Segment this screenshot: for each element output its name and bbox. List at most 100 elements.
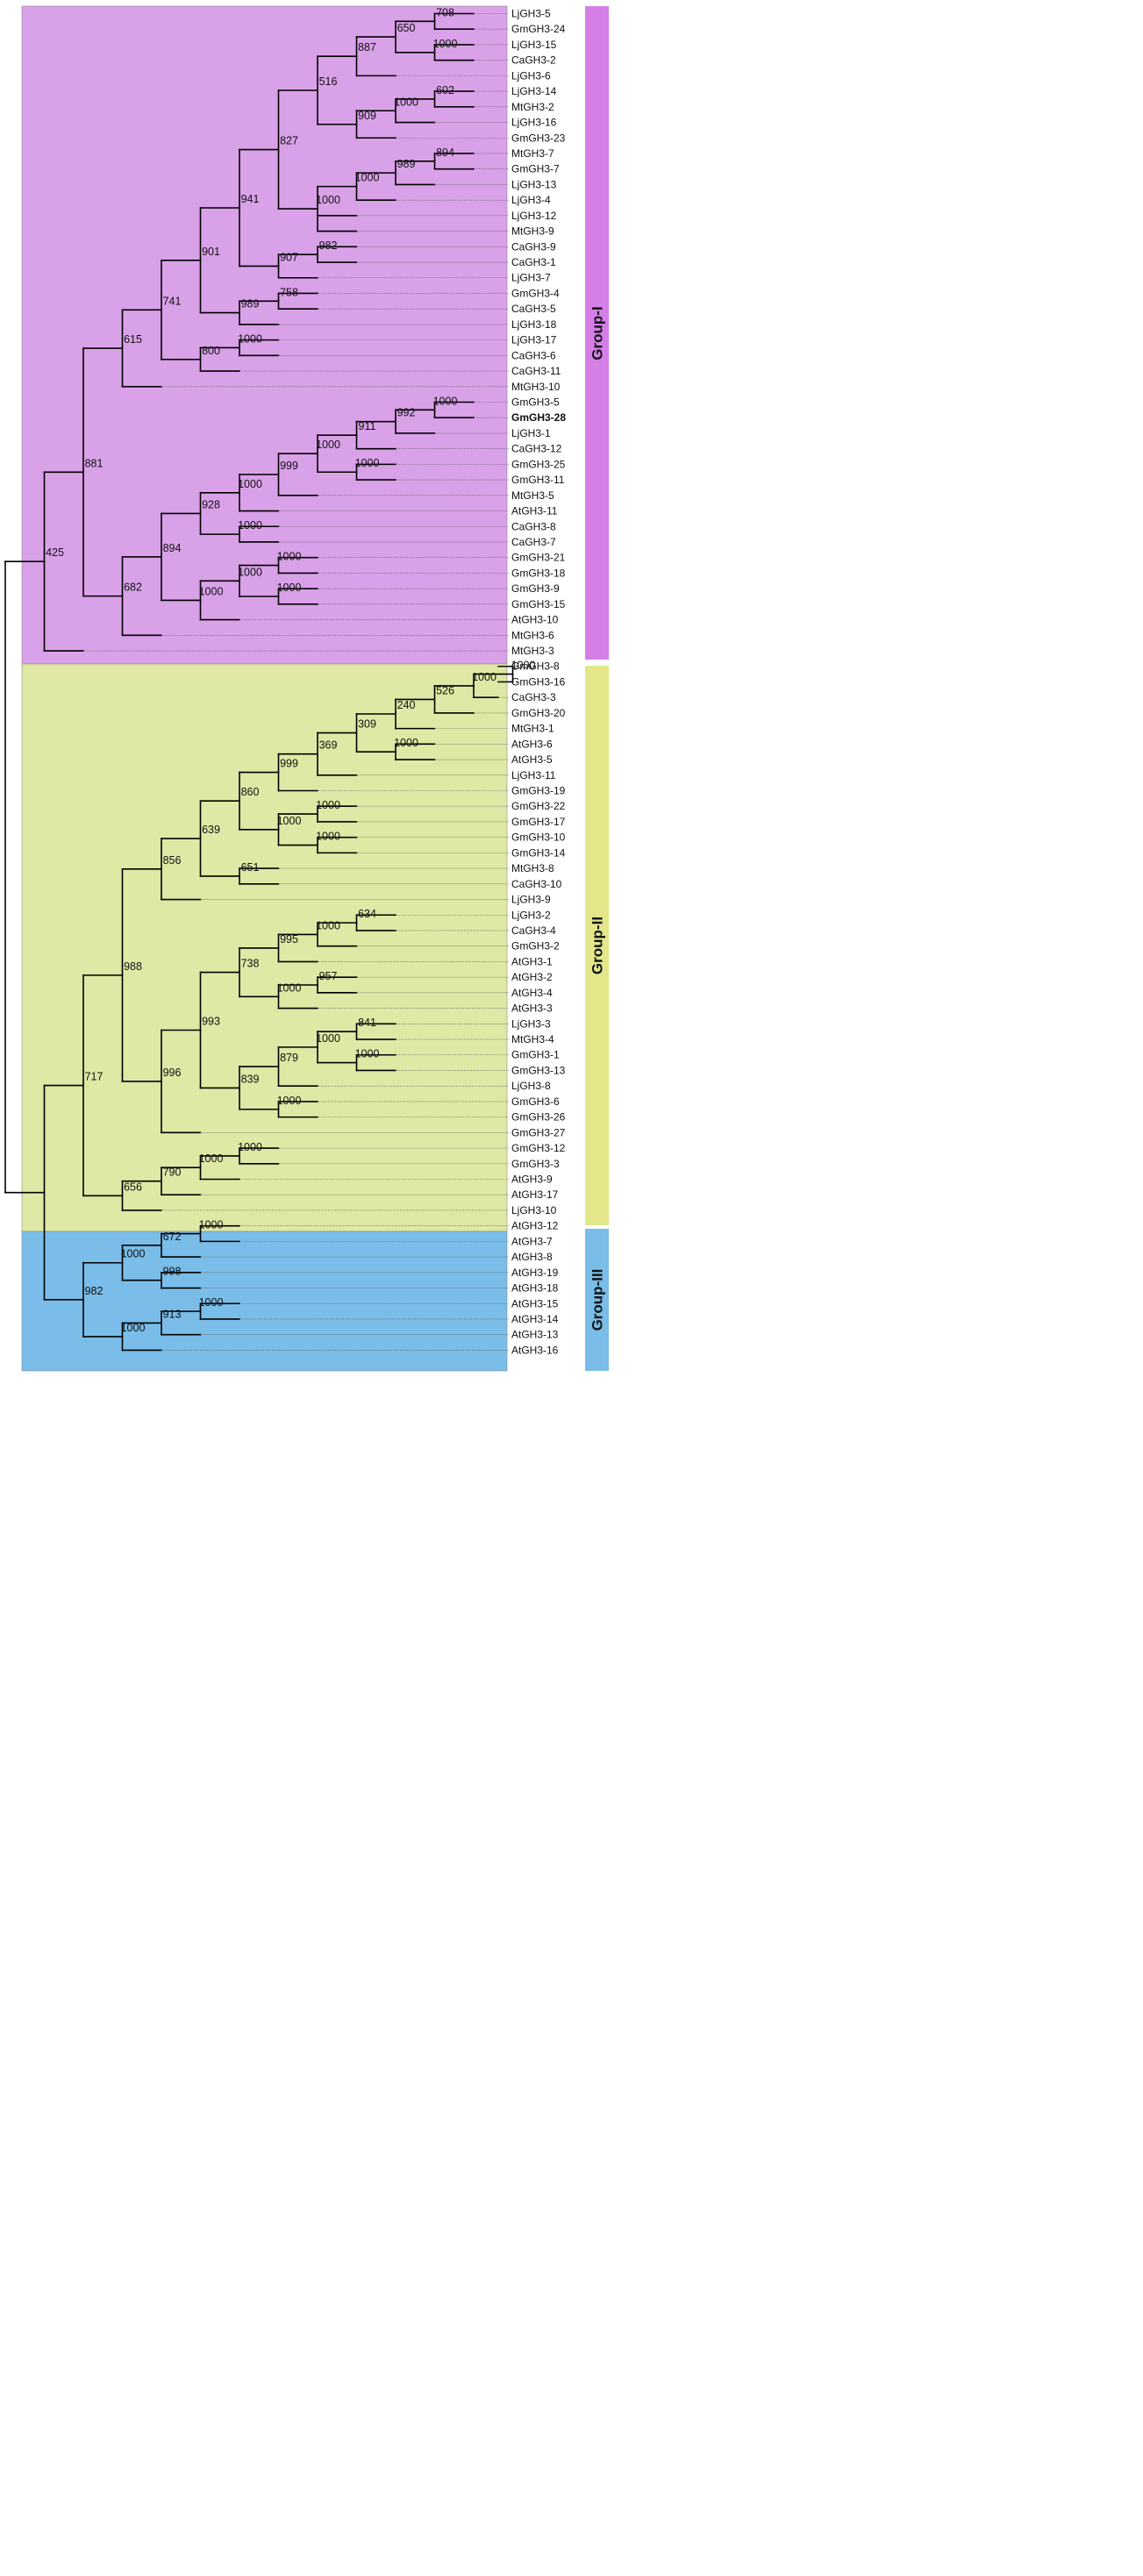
bootstrap-value: 758 [280, 286, 298, 298]
bootstrap-value: 1000 [238, 478, 262, 490]
bootstrap-value: 995 [280, 933, 298, 945]
taxon-label: GmGH3-1 [511, 1049, 560, 1061]
taxon-label: MtGH3-4 [511, 1033, 554, 1045]
taxon-label: GmGH3-2 [511, 940, 560, 953]
taxon-label: AtGH3-9 [511, 1174, 553, 1186]
taxon-label: CaGH3-2 [511, 54, 556, 67]
taxon-label: LjGH3-12 [511, 210, 557, 222]
taxon-label: GmGH3-6 [511, 1095, 560, 1108]
taxon-label: GmGH3-17 [511, 816, 566, 828]
taxon-label: AtGH3-14 [511, 1313, 559, 1325]
bootstrap-value: 999 [280, 758, 298, 770]
bootstrap-value: 1000 [238, 519, 262, 532]
bootstrap-value: 993 [202, 1015, 220, 1027]
taxon-label: LjGH3-15 [511, 39, 557, 51]
taxon-label: LjGH3-2 [511, 909, 551, 921]
bootstrap-value: 988 [124, 960, 142, 973]
taxon-label: MtGH3-10 [511, 381, 561, 393]
bootstrap-value: 738 [241, 958, 260, 970]
bootstrap-value: 913 [163, 1308, 182, 1320]
bootstrap-value: 1000 [277, 815, 302, 827]
bootstrap-value: 1000 [277, 1095, 302, 1107]
taxon-label: AtGH3-11 [511, 505, 558, 517]
bootstrap-value: 651 [241, 861, 260, 874]
taxon-label: LjGH3-16 [511, 117, 557, 129]
taxon-label: AtGH3-12 [511, 1220, 559, 1232]
bootstrap-value: 982 [85, 1285, 104, 1297]
phylogenetic-tree: Group-I Group-II Group-III LjGH3-5 GmGH3-24 7… [4, 5, 609, 1372]
taxon-label: LjGH3-9 [511, 894, 551, 906]
taxon-label: GmGH3-19 [511, 785, 566, 797]
taxon-label: LjGH3-4 [511, 194, 551, 206]
taxon-label: GmGH3-20 [511, 707, 566, 719]
taxon-label: GmGH3-21 [511, 552, 566, 564]
bootstrap-value: 708 [436, 6, 454, 18]
bootstrap-value: 998 [163, 1266, 182, 1278]
taxon-label: MtGH3-9 [511, 225, 554, 238]
bootstrap-value: 717 [85, 1071, 104, 1083]
taxon-label: CaGH3-5 [511, 303, 556, 315]
taxon-label: GmGH3-7 [511, 163, 560, 175]
taxon-label: AtGH3-7 [511, 1235, 553, 1247]
bootstrap-value: 887 [358, 41, 376, 54]
bootstrap-value: 1000 [511, 660, 536, 672]
taxon-label: GmGH3-8 [511, 660, 560, 673]
bootstrap-value: 1000 [355, 1048, 380, 1060]
bootstrap-value: 602 [436, 84, 454, 96]
bootstrap-value: 1000 [316, 194, 340, 206]
taxon-label: MtGH3-6 [511, 629, 554, 641]
bootstrap-value: 1000 [238, 332, 262, 345]
bootstrap-value: 1000 [433, 395, 458, 407]
bootstrap-value: 989 [241, 298, 260, 310]
bootstrap-value: 1000 [394, 96, 418, 108]
bootstrap-value: 957 [319, 970, 338, 982]
bootstrap-value: 526 [436, 684, 454, 696]
taxon-label: AtGH3-16 [511, 1344, 559, 1356]
bootstrap-value: 790 [163, 1167, 182, 1179]
taxon-label: GmGH3-9 [511, 582, 560, 595]
taxon-label: AtGH3-3 [511, 1003, 553, 1015]
taxon-label: GmGH3-23 [511, 132, 566, 144]
bootstrap-value: 615 [124, 333, 142, 346]
taxon-label: AtGH3-2 [511, 971, 553, 983]
taxon-label: AtGH3-8 [511, 1251, 553, 1263]
taxon-label: CaGH3-7 [511, 536, 556, 548]
g3-label: Group-III [589, 1269, 606, 1331]
bootstrap-value: 881 [85, 457, 104, 469]
bootstrap-value: 1000 [472, 671, 496, 683]
taxon-label: CaGH3-6 [511, 349, 556, 361]
taxon-label: LjGH3-13 [511, 178, 557, 190]
taxon-label: MtGH3-7 [511, 147, 554, 160]
taxon-label: LjGH3-7 [511, 272, 551, 284]
labels: LjGH3-5 GmGH3-24 708 LjGH3-15 CaGH3-2 1000 650… [46, 6, 566, 1356]
bootstrap-value: 639 [202, 824, 220, 836]
bootstrap-value: 996 [163, 1067, 182, 1079]
bootstrap-value: 1000 [316, 831, 340, 843]
bootstrap-value: 982 [319, 239, 338, 252]
taxon-label: CaGH3-10 [511, 878, 562, 890]
taxon-label: CaGH3-4 [511, 924, 556, 937]
taxon-label: LjGH3-5 [511, 8, 551, 20]
taxon-label: MtGH3-2 [511, 101, 554, 113]
bootstrap-value: 1000 [433, 38, 458, 50]
g1-panel [21, 5, 508, 665]
taxon-label: MtGH3-8 [511, 862, 554, 874]
bootstrap-value: 656 [124, 1181, 142, 1193]
taxon-label: GmGH3-15 [511, 598, 566, 610]
g3-bar [585, 1229, 609, 1371]
taxon-label: GmGH3-11 [511, 474, 565, 486]
bootstrap-value: 1000 [199, 1296, 224, 1309]
taxon-label: GmGH3-26 [511, 1111, 566, 1124]
bootstrap-value: 1000 [199, 1152, 224, 1165]
taxon-label: CaGH3-9 [511, 240, 556, 253]
bootstrap-value: 1000 [316, 1032, 340, 1045]
g3-panel [21, 1231, 508, 1372]
bootstrap-value: 1000 [121, 1322, 146, 1334]
taxon-label: AtGH3-5 [511, 753, 553, 766]
taxon-label: LjGH3-18 [511, 318, 557, 331]
taxon-label: GmGH3-13 [511, 1064, 566, 1076]
taxon-label: AtGH3-4 [511, 987, 553, 999]
bootstrap-value: 650 [397, 22, 416, 34]
branches [4, 12, 514, 1352]
bootstrap-value: 800 [202, 345, 220, 357]
